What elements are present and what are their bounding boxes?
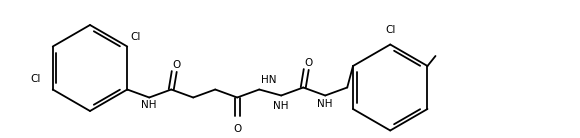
Text: Cl: Cl <box>385 25 396 34</box>
Text: NH: NH <box>274 100 289 111</box>
Text: Cl: Cl <box>130 31 140 42</box>
Text: NH: NH <box>317 99 333 108</box>
Text: O: O <box>304 58 313 67</box>
Text: NH: NH <box>142 99 157 109</box>
Text: O: O <box>172 59 180 70</box>
Text: O: O <box>233 124 241 133</box>
Text: Cl: Cl <box>30 75 41 84</box>
Text: HN: HN <box>261 75 277 84</box>
